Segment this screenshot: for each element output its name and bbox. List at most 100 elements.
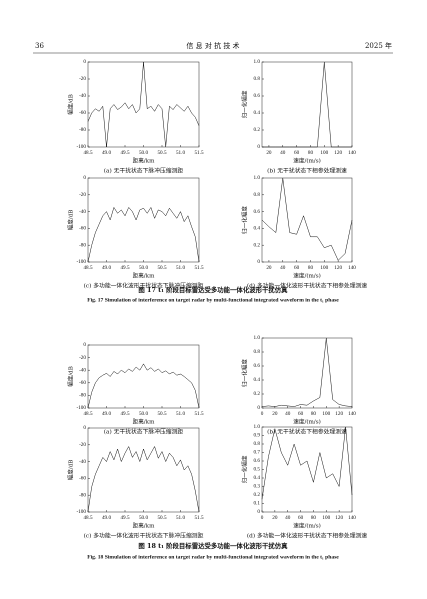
x-tick-label: 20 <box>272 411 278 417</box>
y-axis-label: 归一化幅度 <box>241 90 249 118</box>
y-axis-label: 幅度/dB <box>67 366 75 387</box>
y-axis-label: 归一化幅度 <box>241 455 249 483</box>
y-tick-label: -40 <box>79 459 86 465</box>
x-tick-label: 50.5 <box>157 515 166 521</box>
x-tick-label: 51.5 <box>194 411 203 417</box>
y-tick-label: 0 <box>257 259 260 265</box>
x-tick-label: 120 <box>334 265 342 271</box>
y-tick-label: -20 <box>79 442 86 448</box>
y-tick-label: 0.8 <box>254 349 261 355</box>
y-tick-label: -80 <box>79 492 86 498</box>
y-tick-label: -60 <box>79 476 86 482</box>
figure-caption-cn: 图 18 t₁ 阶段目标雷达受多功能一体化波形干扰仿真 <box>138 541 288 550</box>
x-tick-label: 51.0 <box>176 515 185 521</box>
data-line <box>261 426 353 500</box>
x-tick-label: 140 <box>348 150 356 156</box>
y-tick-label: 1.0 <box>254 175 261 181</box>
x-tick-label: 49.0 <box>102 150 111 156</box>
x-tick-label: 60 <box>298 515 304 521</box>
data-line <box>261 177 353 261</box>
x-tick-label: 0 <box>261 411 264 417</box>
x-tick-label: 140 <box>348 265 356 271</box>
y-tick-label: 0.6 <box>254 93 261 99</box>
x-tick-label: 80 <box>311 515 317 521</box>
y-tick-label: -60 <box>79 380 86 386</box>
subfigure-caption: (d) 多功能一体化波形干扰状态下相参处理测速 <box>247 282 367 290</box>
x-tick-label: 140 <box>348 411 356 417</box>
plot-frame <box>87 427 200 513</box>
x-tick-label: 0 <box>261 515 264 521</box>
subfigure-caption: (a) 无干扰状态下脉冲压缩测距 <box>104 167 184 175</box>
x-tick-label: 50.5 <box>157 150 166 156</box>
y-tick-label: -60 <box>79 110 86 116</box>
x-tick-label: 51.0 <box>176 150 185 156</box>
data-line <box>87 445 200 513</box>
y-tick-label: -40 <box>79 367 86 373</box>
y-tick-label: -60 <box>79 226 86 232</box>
y-tick-label: 0.4 <box>254 475 261 481</box>
x-tick-label: 49.0 <box>102 515 111 521</box>
y-tick-label: 0.8 <box>254 76 261 82</box>
y-tick-label: 0.4 <box>254 110 261 116</box>
x-tick-label: 48.5 <box>83 150 92 156</box>
journal-year: 2025 年 <box>365 41 392 50</box>
y-tick-label: 0.7 <box>254 450 261 456</box>
x-tick-label: 40 <box>285 515 291 521</box>
x-axis-label: 距离/km <box>133 418 155 426</box>
x-tick-label: 40 <box>280 265 286 271</box>
journal-name: 信 息 对 抗 技 术 <box>186 41 239 50</box>
x-tick-label: 40 <box>285 411 291 417</box>
x-tick-label: 120 <box>335 515 343 521</box>
x-tick-label: 51.0 <box>176 265 185 271</box>
y-tick-label: 0.6 <box>254 458 261 464</box>
y-tick-label: 0.6 <box>254 209 261 215</box>
x-axis-label: 速度/(m/s) <box>293 272 321 280</box>
figure-caption-cn: 图 17 t₁ 阶段目标雷达受多功能一体化波形干扰仿真 <box>138 285 288 294</box>
x-tick-label: 48.5 <box>83 411 92 417</box>
x-tick-label: 100 <box>322 515 330 521</box>
y-tick-label: 0 <box>83 175 86 181</box>
y-tick-label: -40 <box>79 93 86 99</box>
data-line <box>87 206 200 263</box>
y-axis-label: 归一化幅度 <box>241 359 249 387</box>
y-tick-label: 0.8 <box>254 441 261 447</box>
x-tick-label: 60 <box>298 411 304 417</box>
y-tick-label: 0.8 <box>254 192 261 198</box>
x-tick-label: 49.5 <box>120 515 129 521</box>
page-number: 36 <box>35 42 44 50</box>
y-tick-label: 1.0 <box>254 335 261 341</box>
y-tick-label: 0 <box>83 59 86 65</box>
y-axis-label: 归一化幅度 <box>241 206 249 234</box>
y-tick-label: -100 <box>76 405 86 411</box>
x-axis-label: 速度/(m/s) <box>293 522 321 530</box>
y-tick-label: 0.3 <box>254 484 261 490</box>
figure-caption-en: Fig. 18 Simulation of interference on ta… <box>87 554 339 560</box>
subfigure-caption: (b) 无干扰状态下相参处理测速 <box>267 428 347 436</box>
x-tick-label: 51.0 <box>176 411 185 417</box>
y-tick-label: 0.2 <box>254 492 261 498</box>
x-tick-label: 49.5 <box>120 265 129 271</box>
subfigure-caption: (c) 多功能一体化波形干扰状态下脉冲压缩测距 <box>84 532 204 540</box>
x-tick-label: 50.0 <box>139 411 148 417</box>
x-tick-label: 100 <box>320 150 328 156</box>
y-tick-label: 0.2 <box>254 391 261 397</box>
plot-frame <box>87 61 200 148</box>
x-axis-label: 距离/km <box>133 157 155 165</box>
x-tick-label: 49.5 <box>120 411 129 417</box>
x-axis-label: 速度/(m/s) <box>293 418 321 426</box>
y-tick-label: 0.5 <box>254 467 261 473</box>
subfigure-caption: (d) 多功能一体化波形干扰状态下相参处理测速 <box>247 532 367 540</box>
y-tick-label: -20 <box>79 76 86 82</box>
y-tick-label: -100 <box>76 144 86 150</box>
y-tick-label: -80 <box>79 242 86 248</box>
y-tick-label: -20 <box>79 355 86 361</box>
x-tick-label: 50.0 <box>139 150 148 156</box>
x-tick-label: 49.0 <box>102 411 111 417</box>
subfigure-caption: (a) 无干扰状态下脉冲压缩测距 <box>104 428 184 436</box>
data-line <box>261 337 353 407</box>
data-line <box>262 61 352 148</box>
x-tick-label: 50.0 <box>139 265 148 271</box>
x-tick-label: 49.5 <box>120 150 129 156</box>
x-tick-label: 60 <box>294 265 300 271</box>
